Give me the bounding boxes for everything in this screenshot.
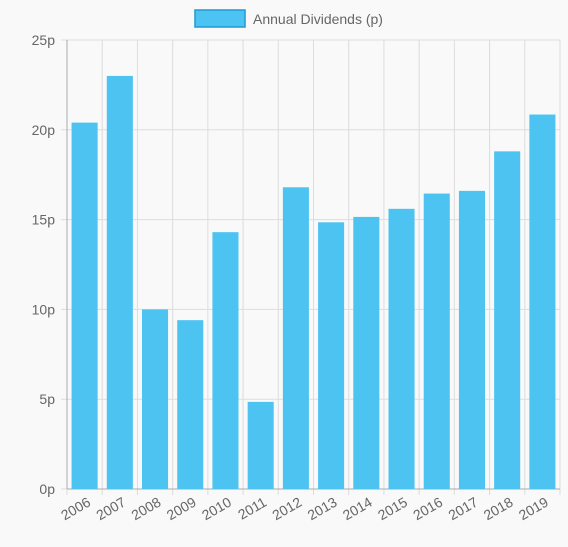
x-tick-label: 2011 <box>235 494 269 523</box>
bar[interactable] <box>388 208 415 489</box>
legend-swatch[interactable] <box>194 9 246 28</box>
legend-label[interactable]: Annual Dividends (p) <box>253 11 383 27</box>
grid-lines <box>61 39 561 495</box>
y-tick-label: 5p <box>39 391 55 407</box>
y-tick-label: 25p <box>32 32 56 48</box>
bar[interactable] <box>494 151 521 490</box>
x-tick-label: 2009 <box>164 494 199 524</box>
bar[interactable] <box>247 401 274 489</box>
legend[interactable]: Annual Dividends (p) <box>194 9 383 28</box>
bar[interactable] <box>423 193 450 490</box>
bar[interactable] <box>177 320 204 489</box>
bar[interactable] <box>282 187 309 489</box>
bar[interactable] <box>529 114 556 489</box>
x-tick-label: 2010 <box>199 494 234 524</box>
x-tick-label: 2019 <box>516 494 551 524</box>
x-tick-label: 2008 <box>129 494 164 524</box>
x-tick-label: 2006 <box>58 494 93 524</box>
x-tick-label: 2017 <box>445 494 480 524</box>
bar[interactable] <box>142 309 169 489</box>
bar[interactable] <box>318 222 345 489</box>
x-tick-label: 2007 <box>93 494 128 524</box>
y-tick-label: 20p <box>32 122 56 138</box>
x-tick-label: 2014 <box>340 494 375 524</box>
y-tick-label: 10p <box>32 301 56 317</box>
bar[interactable] <box>71 122 98 489</box>
bar[interactable] <box>212 232 239 489</box>
bars <box>71 75 556 490</box>
y-tick-labels: 0p 5p 10p 15p 20p 25p <box>32 32 56 497</box>
bar[interactable] <box>106 75 133 490</box>
x-tick-label: 2016 <box>410 494 445 524</box>
x-tick-label: 2018 <box>481 494 516 524</box>
y-tick-label: 0p <box>39 481 55 497</box>
x-tick-label: 2012 <box>269 494 304 524</box>
x-tick-labels: 2006 2007 2008 2009 2010 2011 2012 2013 2014 2015… <box>58 494 551 524</box>
x-tick-label: 2015 <box>375 494 410 524</box>
bar[interactable] <box>353 216 380 489</box>
x-tick-label: 2013 <box>305 494 340 524</box>
bar[interactable] <box>458 190 485 489</box>
y-tick-label: 15p <box>32 212 56 228</box>
